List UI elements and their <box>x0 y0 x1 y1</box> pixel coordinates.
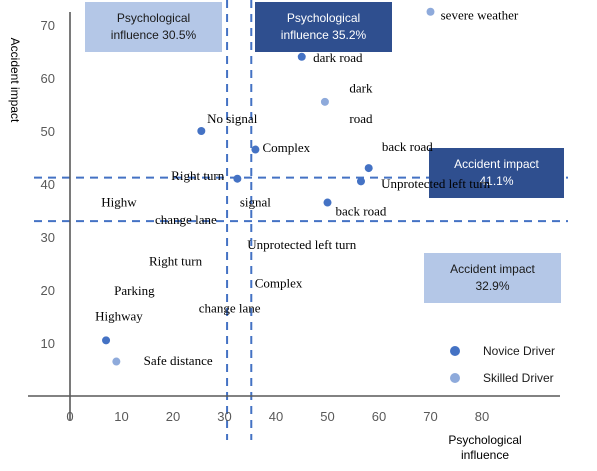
point-label: Right turn <box>171 168 225 183</box>
y-tick-label: 50 <box>41 124 55 139</box>
y-tick-label: 40 <box>41 177 55 192</box>
novice-point <box>233 174 242 183</box>
point-label: severe weather <box>441 7 519 22</box>
threshold-box-line2: influence 35.2% <box>281 28 367 42</box>
point-label: Highway <box>95 309 143 324</box>
threshold-box-line2: 41.1% <box>479 174 513 188</box>
y-tick-label: 30 <box>41 230 55 245</box>
x-tick-label: 60 <box>372 409 386 424</box>
point-label: back road <box>382 139 433 154</box>
threshold-box-line2: influence 30.5% <box>111 28 197 42</box>
skilled-point <box>426 7 435 16</box>
legend-label: Skilled Driver <box>483 371 554 385</box>
x-axis-title-line2: influence <box>461 448 509 462</box>
threshold-box-line1: Accident impact <box>450 262 535 276</box>
x-tick-label: 30 <box>217 409 231 424</box>
novice-point <box>197 127 206 135</box>
y-tick-label: 20 <box>41 283 55 298</box>
axes <box>28 12 560 420</box>
y-tick-label: 10 <box>41 336 55 351</box>
point-label: change lane <box>199 301 261 316</box>
x-tick-label: 0 <box>66 409 73 424</box>
x-tick-label: 70 <box>423 409 437 424</box>
threshold-box-line2: 32.9% <box>475 279 509 293</box>
threshold-box-0 <box>85 2 222 52</box>
legend-marker <box>450 346 460 356</box>
threshold-lines <box>34 0 568 440</box>
point-label: Unprotected left turn <box>247 237 357 252</box>
skilled-point <box>320 97 329 106</box>
data-points <box>102 7 435 366</box>
novice-point <box>364 164 373 173</box>
point-label: dark road <box>313 50 363 65</box>
point-label: road <box>349 111 373 126</box>
point-label: dark <box>349 81 373 96</box>
point-label: Complex <box>262 140 310 155</box>
novice-point <box>356 177 365 186</box>
point-label: No signal <box>207 111 258 126</box>
point-label: Complex <box>255 276 303 291</box>
point-label: Highw <box>101 195 137 210</box>
threshold-box-line1: Psychological <box>287 11 360 25</box>
threshold-boxes: Psychological influence 30.5% Psychologica… <box>85 2 564 303</box>
y-axis-title: Accident impact <box>8 38 22 123</box>
x-tick-label: 80 <box>475 409 489 424</box>
legend-marker <box>450 373 460 383</box>
point-label: Parking <box>114 283 155 298</box>
point-label: change lane <box>155 212 217 227</box>
legend: Novice Driver Skilled Driver <box>450 344 555 385</box>
threshold-box-3 <box>424 253 561 303</box>
novice-point <box>251 145 260 154</box>
threshold-box-1 <box>255 2 392 52</box>
x-tick-label: 10 <box>114 409 128 424</box>
threshold-box-2 <box>429 148 564 198</box>
y-tick-label: 70 <box>41 18 55 33</box>
point-label: Safe distance <box>144 353 213 368</box>
novice-point <box>102 336 111 345</box>
novice-point <box>323 198 332 207</box>
point-label: back road <box>336 204 387 219</box>
x-tick-label: 40 <box>269 409 283 424</box>
novice-point <box>297 52 306 61</box>
x-tick-label: 50 <box>320 409 334 424</box>
threshold-box-line1: Accident impact <box>454 157 539 171</box>
point-label: Right turn <box>149 253 203 268</box>
point-label: Unprotected left turn <box>381 176 491 191</box>
tick-labels: 010203040506070801020304050607080 <box>41 18 490 424</box>
y-tick-label: 60 <box>41 71 55 86</box>
x-axis-title-line1: Psychological <box>448 433 521 447</box>
point-label: signal <box>240 195 271 210</box>
threshold-box-line1: Psychological <box>117 11 190 25</box>
skilled-point <box>112 357 121 366</box>
legend-label: Novice Driver <box>483 344 555 358</box>
x-tick-label: 20 <box>166 409 180 424</box>
